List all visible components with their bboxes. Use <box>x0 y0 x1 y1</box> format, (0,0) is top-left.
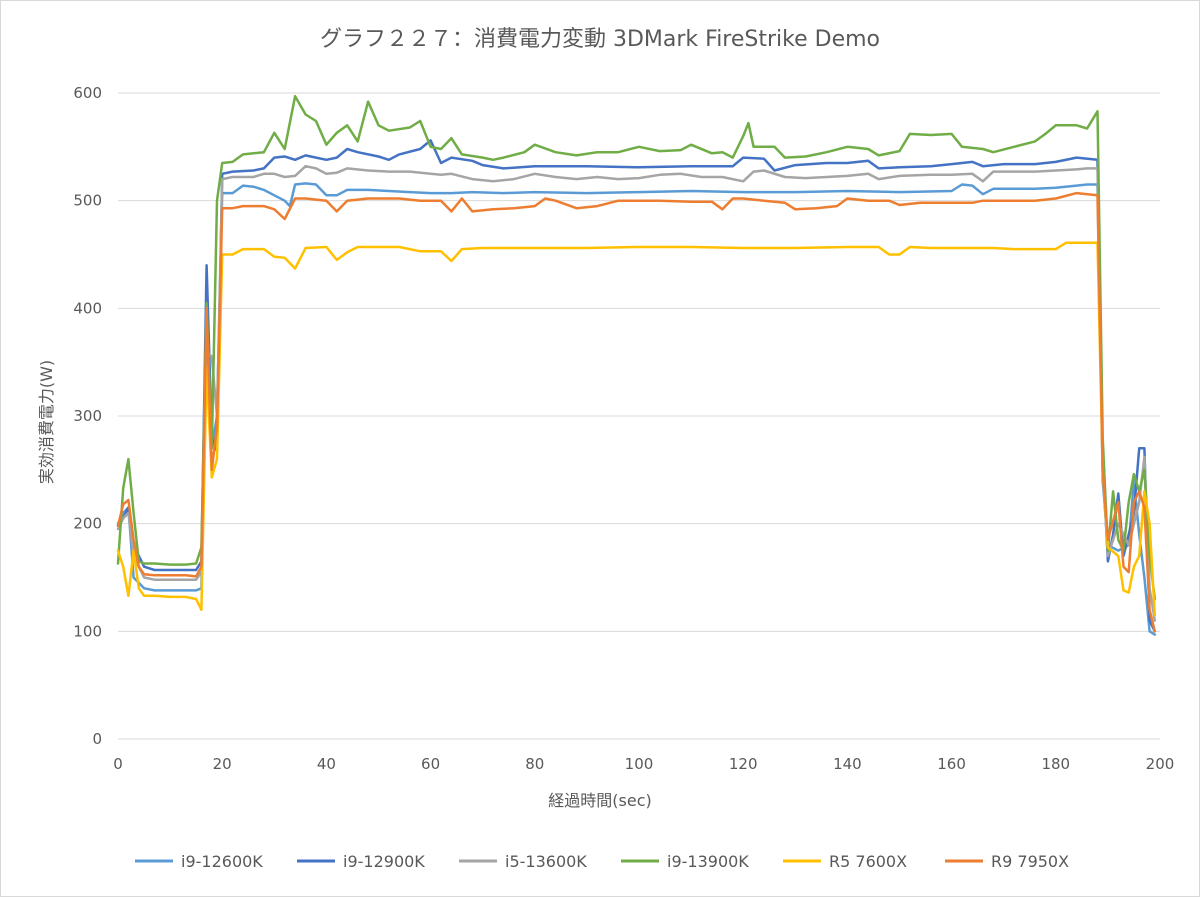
x-tick-label: 20 <box>213 755 232 773</box>
y-tick-label: 0 <box>92 730 102 748</box>
legend-label-i9-12600k: i9-12600K <box>181 852 263 871</box>
y-axis-tick-labels: 0 100 200 300 400 500 600 <box>73 84 102 748</box>
x-tick-label: 120 <box>729 755 758 773</box>
series-line-r5-7600x <box>116 241 1157 617</box>
x-tick-label: 180 <box>1041 755 1070 773</box>
y-tick-label: 200 <box>73 515 102 533</box>
series-line-i5-13600k <box>116 164 1157 622</box>
legend-label-r9-7950x: R9 7950X <box>991 852 1069 871</box>
series-line-i9-13900k <box>116 94 1157 601</box>
x-axis-tick-labels: 0 20 40 60 80 100 120 140 160 180 200 <box>113 755 1174 773</box>
series-line-r9-7950x <box>116 191 1157 633</box>
legend-label-i9-13900k: i9-13900K <box>667 852 749 871</box>
legend-label-r5-7600x: R5 7600X <box>829 852 907 871</box>
x-tick-label: 80 <box>525 755 544 773</box>
series-line-i9-12900k <box>116 139 1157 633</box>
x-tick-label: 160 <box>937 755 966 773</box>
series-line-i9-12600k <box>116 182 1157 636</box>
y-tick-label: 100 <box>73 622 102 640</box>
x-tick-label: 0 <box>113 755 123 773</box>
x-tick-label: 40 <box>317 755 336 773</box>
chart-title: グラフ２２７：消費電力変動 3DMark FireStrike Demo <box>320 27 880 52</box>
y-axis-title: 実効消費電力(W) <box>37 360 56 484</box>
y-tick-label: 600 <box>73 84 102 102</box>
series-lines <box>116 94 1157 636</box>
x-tick-label: 200 <box>1146 755 1175 773</box>
y-tick-label: 500 <box>73 192 102 210</box>
legend-label-i5-13600k: i5-13600K <box>505 852 587 871</box>
legend-label-i9-12900k: i9-12900K <box>343 852 425 871</box>
y-tick-label: 400 <box>73 299 102 317</box>
x-axis-title: 経過時間(sec) <box>548 791 651 810</box>
legend: i9-12600K i9-12900K i5-13600K i9-13900K R5 7… <box>135 852 1069 871</box>
x-tick-label: 140 <box>833 755 862 773</box>
x-tick-label: 100 <box>625 755 654 773</box>
y-tick-label: 300 <box>73 407 102 425</box>
x-tick-label: 60 <box>421 755 440 773</box>
